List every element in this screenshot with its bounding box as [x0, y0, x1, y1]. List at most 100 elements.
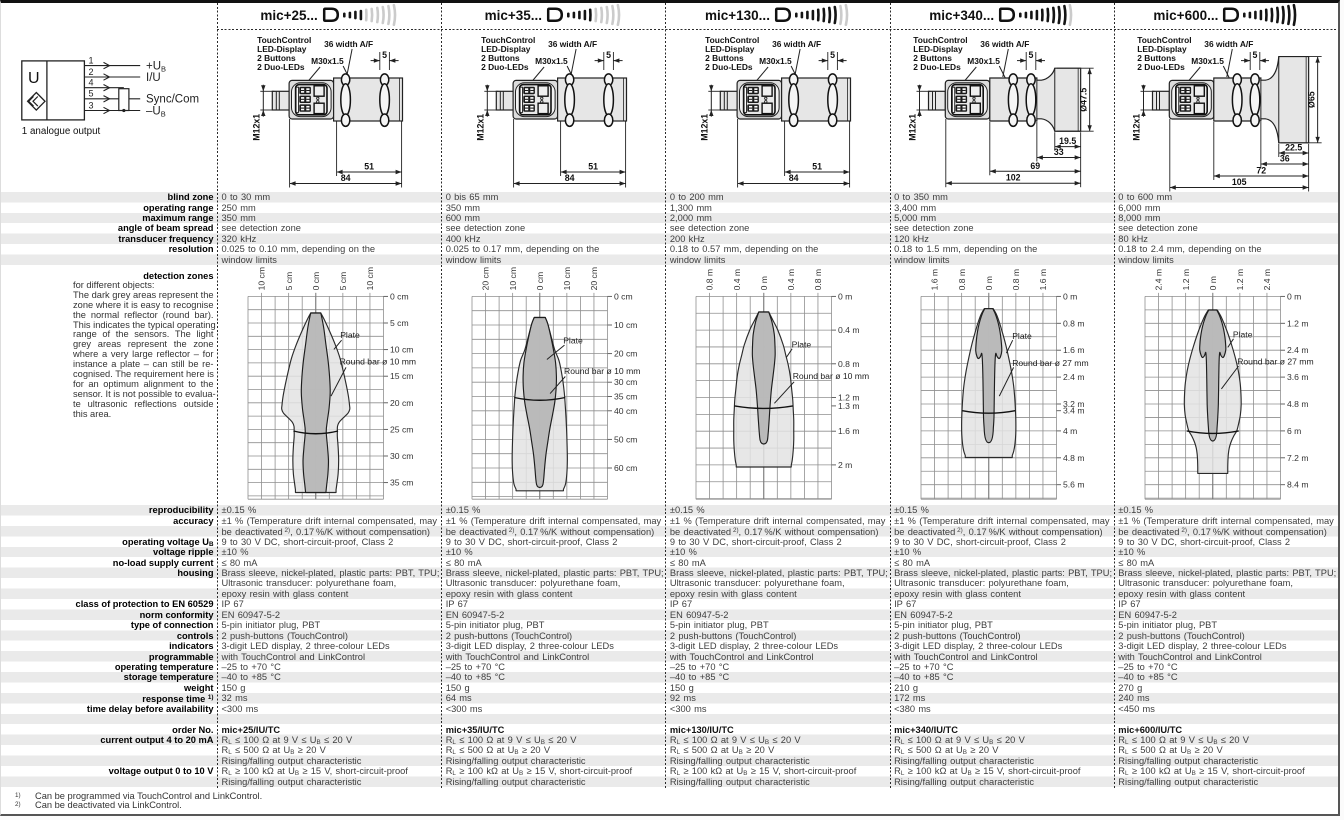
svg-text:51: 51 [813, 162, 823, 172]
svg-text:LED-Display: LED-Display [1137, 44, 1187, 54]
svg-text:5: 5 [831, 50, 836, 60]
svg-text:Ø47.5: Ø47.5 [1078, 88, 1088, 112]
svg-text:1.2 m: 1.2 m [1181, 269, 1191, 291]
svg-text:0.4 m: 0.4 m [786, 269, 796, 291]
svg-text:Round bar ø 10 mm: Round bar ø 10 mm [340, 357, 416, 367]
svg-text:LED-Display: LED-Display [481, 44, 531, 54]
svg-text:51: 51 [588, 162, 598, 172]
svg-text:2 Buttons: 2 Buttons [1137, 53, 1176, 63]
svg-text:M30x1.5: M30x1.5 [967, 56, 1000, 66]
svg-text:2 Buttons: 2 Buttons [481, 53, 520, 63]
svg-text:84: 84 [789, 173, 799, 183]
svg-text:Plate: Plate [792, 339, 812, 349]
svg-text:5: 5 [606, 50, 611, 60]
svg-text:2 Buttons: 2 Buttons [705, 53, 744, 63]
svg-text:2.4 m: 2.4 m [1262, 269, 1272, 291]
svg-text:36 width A/F: 36 width A/F [324, 39, 373, 49]
svg-text:M12x1: M12x1 [700, 114, 710, 141]
svg-text:4: 4 [89, 78, 94, 88]
svg-text:72: 72 [1256, 166, 1266, 176]
svg-text:0.8 m: 0.8 m [1063, 318, 1085, 328]
svg-text:30 cm: 30 cm [614, 377, 637, 387]
svg-text:1.6 m: 1.6 m [838, 426, 860, 436]
svg-text:36 width A/F: 36 width A/F [980, 39, 1029, 49]
svg-text:3.4 m: 3.4 m [1063, 406, 1085, 416]
svg-text:M12x1: M12x1 [251, 114, 261, 141]
svg-text:0 m: 0 m [1287, 291, 1301, 301]
svg-text:Round bar ø 27 mm: Round bar ø 27 mm [1237, 357, 1313, 367]
svg-text:2 Buttons: 2 Buttons [913, 53, 952, 63]
svg-text:5: 5 [1252, 50, 1257, 60]
svg-text:1.6 m: 1.6 m [1038, 269, 1048, 291]
svg-text:10 cm: 10 cm [562, 267, 572, 290]
svg-text:M30x1.5: M30x1.5 [1191, 56, 1224, 66]
svg-text:TouchControl: TouchControl [257, 35, 311, 45]
svg-text:0 m: 0 m [1063, 291, 1077, 301]
svg-text:102: 102 [1005, 173, 1020, 183]
svg-text:15 cm: 15 cm [390, 371, 413, 381]
svg-text:5: 5 [382, 50, 387, 60]
svg-text:6 m: 6 m [1287, 426, 1301, 436]
svg-text:Plate: Plate [1233, 329, 1253, 339]
svg-text:19.5: 19.5 [1059, 136, 1076, 146]
svg-text:3.2 m: 3.2 m [1063, 399, 1085, 409]
svg-text:Sync/Com: Sync/Com [146, 94, 199, 106]
svg-text:36 width A/F: 36 width A/F [1204, 39, 1253, 49]
svg-text:36 width A/F: 36 width A/F [548, 39, 597, 49]
svg-text:0 cm: 0 cm [614, 291, 633, 301]
svg-text:84: 84 [565, 173, 575, 183]
svg-text:I/U: I/U [146, 72, 161, 84]
svg-text:Ø65: Ø65 [1306, 91, 1316, 108]
svg-text:2 Duo-LEDs: 2 Duo-LEDs [705, 62, 753, 72]
svg-text:0 cm: 0 cm [535, 272, 545, 291]
svg-text:2 Duo-LEDs: 2 Duo-LEDs [1137, 62, 1185, 72]
svg-text:1.2 m: 1.2 m [1235, 269, 1245, 291]
svg-text:0 m: 0 m [1208, 276, 1218, 290]
svg-text:10 cm: 10 cm [614, 320, 637, 330]
svg-text:36 width A/F: 36 width A/F [772, 39, 821, 49]
svg-text:2 m: 2 m [838, 460, 852, 470]
svg-text:2.4 m: 2.4 m [1287, 345, 1309, 355]
svg-text:0.8 m: 0.8 m [814, 269, 824, 291]
svg-text:LED-Display: LED-Display [913, 44, 963, 54]
svg-text:33: 33 [1053, 147, 1063, 157]
svg-text:2 Duo-LEDs: 2 Duo-LEDs [481, 62, 529, 72]
svg-text:M30x1.5: M30x1.5 [535, 56, 568, 66]
svg-text:5 cm: 5 cm [284, 272, 294, 291]
svg-text:+UB: +UB [146, 61, 166, 74]
svg-text:1.2 m: 1.2 m [838, 393, 860, 403]
svg-text:4.8 m: 4.8 m [1063, 453, 1085, 463]
svg-text:–UB: –UB [146, 106, 166, 119]
svg-text:0.8 m: 0.8 m [838, 359, 860, 369]
svg-text:2: 2 [89, 67, 94, 77]
svg-text:Round bar ø 10 mm: Round bar ø 10 mm [564, 366, 640, 376]
svg-text:M12x1: M12x1 [907, 114, 917, 141]
svg-text:35 cm: 35 cm [390, 478, 413, 488]
svg-text:2.4 m: 2.4 m [1154, 269, 1164, 291]
svg-text:1.6 m: 1.6 m [929, 269, 939, 291]
svg-text:10 cm: 10 cm [508, 267, 518, 290]
svg-text:0 cm: 0 cm [311, 272, 321, 291]
svg-text:M12x1: M12x1 [1131, 114, 1141, 141]
svg-text:22.5: 22.5 [1285, 143, 1302, 153]
svg-text:51: 51 [364, 162, 374, 172]
svg-text:LED-Display: LED-Display [705, 44, 755, 54]
svg-text:1.3 m: 1.3 m [838, 401, 860, 411]
svg-text:0.4 m: 0.4 m [732, 269, 742, 291]
svg-text:5 cm: 5 cm [390, 318, 409, 328]
svg-text:20 cm: 20 cm [589, 267, 599, 290]
svg-text:50 cm: 50 cm [614, 434, 637, 444]
svg-text:Plate: Plate [340, 330, 360, 340]
svg-text:40 cm: 40 cm [614, 406, 637, 416]
svg-text:10 cm: 10 cm [257, 267, 267, 290]
svg-text:20 cm: 20 cm [390, 398, 413, 408]
svg-text:5: 5 [89, 89, 94, 99]
svg-text:3.6 m: 3.6 m [1287, 372, 1309, 382]
svg-text:M12x1: M12x1 [475, 114, 485, 141]
svg-text:Round bar ø 10 mm: Round bar ø 10 mm [793, 371, 869, 381]
svg-text:M30x1.5: M30x1.5 [311, 56, 344, 66]
svg-text:30 cm: 30 cm [390, 451, 413, 461]
svg-text:0 cm: 0 cm [390, 291, 409, 301]
svg-text:1.6 m: 1.6 m [1063, 345, 1085, 355]
svg-text:7.2 m: 7.2 m [1287, 453, 1309, 463]
